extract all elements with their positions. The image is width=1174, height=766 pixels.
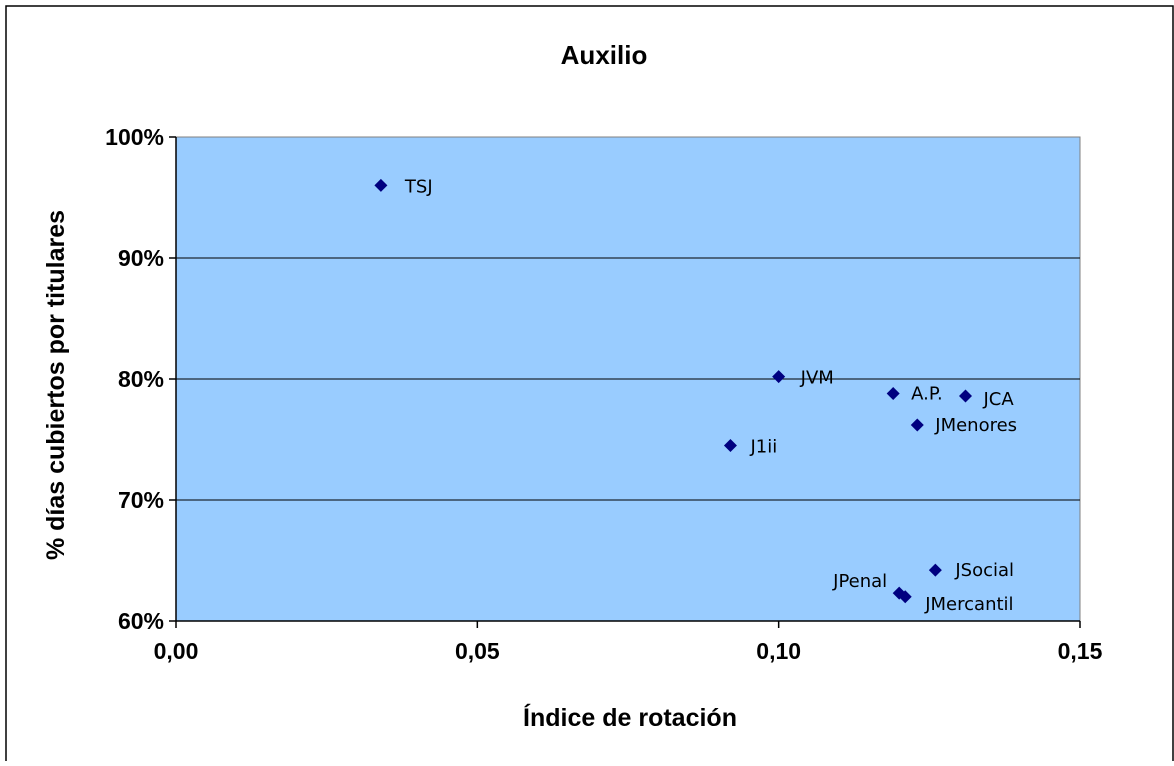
data-label: JSocial (954, 560, 1014, 581)
data-point-j1ii (723, 439, 737, 453)
data-point-jvm (772, 370, 786, 384)
data-label: JVM (800, 368, 834, 389)
data-point-jca (958, 389, 972, 403)
data-label: TSJ (404, 176, 433, 197)
chart-title: Auxilio (561, 40, 648, 70)
y-tick-label: 90% (118, 245, 164, 271)
data-point-jmenores (910, 418, 924, 432)
data-point-jmercantil (898, 590, 912, 604)
y-tick-label: 80% (118, 366, 164, 392)
y-tick-label: 60% (118, 608, 164, 634)
data-point-jsocial (928, 563, 942, 577)
data-label: JMercantil (924, 594, 1013, 615)
data-point-tsj (374, 178, 388, 192)
plot-area: 60% 70% 80% 90% 100% 0,00 0,05 0,10 0,15 TSJ JVM A.… (105, 124, 1102, 664)
x-tick-label: 0,00 (154, 638, 199, 664)
y-tick-label: 70% (118, 487, 164, 513)
x-tick-label: 0,15 (1058, 638, 1103, 664)
x-tick-label: 0,05 (455, 638, 500, 664)
data-label: JPenal (832, 571, 887, 592)
data-label: JMenores (934, 415, 1017, 436)
data-label: J1ii (749, 437, 777, 458)
y-axis-label: % días cubiertos por titulares (42, 210, 70, 560)
data-point-a-p (886, 387, 900, 401)
x-axis-label: Índice de rotación (523, 703, 737, 732)
y-tick-label: 100% (105, 124, 164, 150)
data-label: A.P. (911, 384, 943, 405)
x-tick-label: 0,10 (756, 638, 801, 664)
data-label: JCA (982, 389, 1014, 410)
